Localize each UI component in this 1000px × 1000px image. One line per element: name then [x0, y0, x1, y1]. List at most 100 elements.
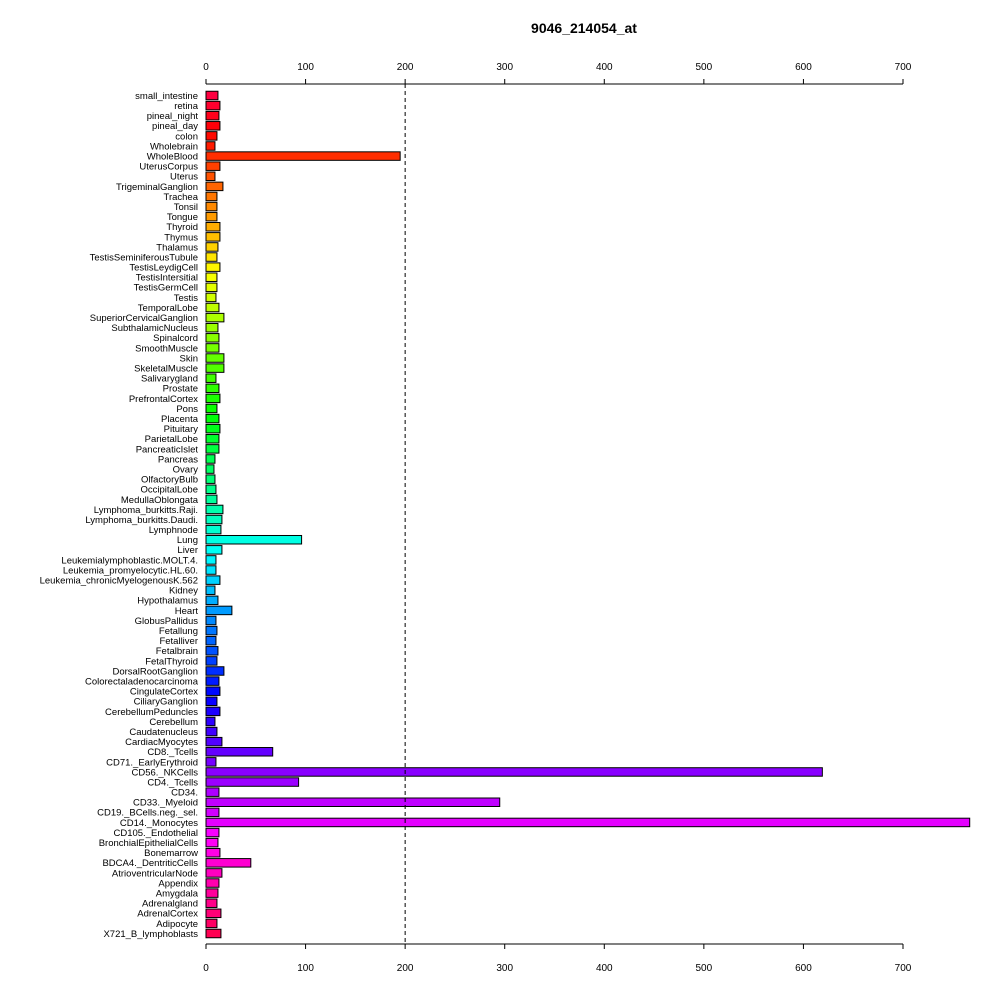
bar-Colorectaladenocarcinoma — [205, 676, 220, 686]
category-label: colon — [175, 131, 198, 142]
category-label: CD8._Tcells — [147, 747, 198, 758]
category-label: SkeletalMuscle — [134, 364, 198, 375]
category-label: AdrenalCortex — [137, 909, 198, 920]
category-label: CingulateCortex — [130, 687, 198, 698]
bar-Fetalbrain — [205, 646, 219, 656]
category-label: Adipocyte — [156, 919, 198, 930]
chart-title: 9046_214054_at — [531, 20, 637, 36]
bottom-tick-label: 400 — [596, 963, 613, 974]
bar-CD19._BCells.neg._sel. — [205, 807, 220, 818]
top-tick-label: 300 — [496, 62, 513, 73]
bar-Adipocyte — [205, 918, 218, 929]
bar-MedullaOblongata — [205, 494, 218, 505]
top-tick-label: 100 — [297, 62, 314, 73]
category-label: SuperiorCervicalGanglion — [90, 313, 198, 324]
category-label: BronchialEpithelialCells — [99, 838, 199, 849]
category-label: Prostate — [163, 384, 198, 395]
category-label: PrefrontalCortex — [129, 394, 198, 405]
category-label: OccipitalLobe — [140, 485, 198, 496]
category-label: BDCA4._DentriticCells — [102, 858, 198, 869]
bar-AtrioventricularNode — [205, 868, 223, 878]
bar-Fetalliver — [205, 635, 217, 646]
category-label: CD71._EarlyErythroid — [106, 757, 198, 768]
bar-AdrenalCortex — [205, 908, 222, 919]
bar-PancreaticIslet — [205, 444, 220, 454]
category-label: Uterus — [170, 172, 198, 183]
category-label: CD105._Endothelial — [113, 828, 198, 839]
bottom-tick-label: 100 — [297, 963, 314, 974]
bar-Bonemarrow — [205, 847, 221, 858]
top-tick-label: 600 — [795, 62, 812, 73]
category-label: FetalThyroid — [145, 656, 198, 667]
bar-Cerebellum — [205, 716, 216, 727]
bar-Amygdala — [205, 888, 219, 898]
bar-Testis — [205, 292, 217, 303]
bar-SmoothMuscle — [205, 343, 220, 353]
bar-CerebellumPeduncles — [205, 706, 221, 717]
category-label: PancreaticIslet — [136, 444, 199, 455]
category-label: Amygdala — [156, 889, 199, 900]
top-tick-label: 400 — [596, 62, 613, 73]
bar-Leukemialymphoblastic.MOLT.4. — [205, 555, 217, 565]
bar-Wholebrain — [205, 141, 216, 151]
bar-Thalamus — [205, 242, 219, 252]
bar-CingulateCortex — [205, 686, 221, 696]
bottom-tick-label: 200 — [397, 963, 414, 974]
category-label: Thalamus — [156, 242, 198, 253]
bar-Trachea — [205, 191, 218, 202]
bar-SubthalamicNucleus — [205, 322, 219, 333]
bar-Tonsil — [205, 201, 218, 212]
bar-CiliaryGanglion — [205, 696, 218, 707]
category-label: Liver — [177, 545, 198, 556]
bottom-tick-label: 300 — [496, 963, 513, 974]
category-label: MedullaOblongata — [121, 495, 199, 506]
bar-X721_B_lymphoblasts — [205, 928, 222, 939]
category-label: Tonsil — [174, 202, 198, 213]
category-label: Thymus — [164, 232, 198, 243]
category-label: CD19._BCells.neg._sel. — [97, 808, 198, 819]
bar-CD71._EarlyErythroid — [205, 757, 217, 767]
bar-Heart — [205, 605, 233, 616]
category-label: Lymphoma_burkitts.Daudi. — [85, 515, 198, 526]
bar-BronchialEpithelialCells — [205, 837, 219, 848]
category-label: CD56._NKCells — [131, 767, 198, 778]
bottom-tick-label: 700 — [895, 963, 912, 974]
category-label: pineal_day — [152, 121, 198, 132]
category-label: Colorectaladenocarcinoma — [85, 676, 199, 687]
category-label: Trachea — [164, 192, 199, 203]
bar-TestisIntersitial — [205, 272, 218, 282]
bar-CD14._Monocytes — [205, 817, 971, 828]
bar-DorsalRootGanglion — [205, 666, 225, 676]
bar-OlfactoryBulb — [205, 474, 216, 484]
bar-Leukemia_promyelocytic.HL.60. — [205, 565, 217, 575]
bar-Pons — [205, 403, 218, 414]
bar-Fetallung — [205, 625, 218, 636]
bar-ParietalLobe — [205, 434, 220, 444]
bottom-tick-label: 0 — [203, 963, 209, 974]
category-label: CerebellumPeduncles — [105, 707, 198, 718]
bar-Hypothalamus — [205, 595, 219, 606]
category-label: Hypothalamus — [137, 596, 198, 607]
top-tick-label: 0 — [203, 62, 209, 73]
category-label: Testis — [174, 293, 199, 304]
bar-CardiacMyocytes — [205, 736, 223, 747]
category-label: Leukemialymphoblastic.MOLT.4. — [61, 555, 198, 566]
bar-CD8._Tcells — [205, 747, 274, 757]
category-label: TrigeminalGanglion — [116, 182, 198, 193]
category-label: Lung — [177, 535, 198, 546]
category-label: pineal_night — [147, 111, 199, 122]
category-label: Wholebrain — [150, 141, 198, 152]
category-label: Adrenalgland — [142, 899, 198, 910]
bar-BDCA4._DentriticCells — [205, 858, 252, 868]
category-label: TestisGermCell — [134, 283, 198, 294]
category-label: Pituitary — [164, 424, 199, 435]
bar-SuperiorCervicalGanglion — [205, 312, 225, 323]
category-label: CD14._Monocytes — [120, 818, 198, 829]
category-label: small_intestine — [135, 91, 198, 102]
bottom-tick-label: 500 — [696, 963, 713, 974]
category-label: ParietalLobe — [145, 434, 198, 445]
bar-PrefrontalCortex — [205, 393, 221, 404]
top-tick-label: 200 — [397, 62, 414, 73]
bar-Pancreas — [205, 454, 216, 464]
category-label: TestisIntersitial — [136, 273, 198, 284]
